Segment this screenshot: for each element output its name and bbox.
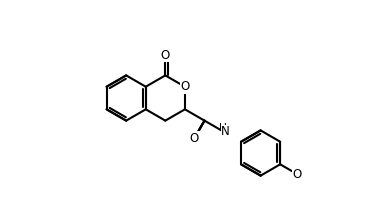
Text: O: O <box>180 80 189 93</box>
Text: H: H <box>218 123 227 133</box>
Text: O: O <box>161 49 170 62</box>
Text: O: O <box>293 168 302 181</box>
Text: N: N <box>221 125 230 138</box>
Text: O: O <box>190 132 199 145</box>
